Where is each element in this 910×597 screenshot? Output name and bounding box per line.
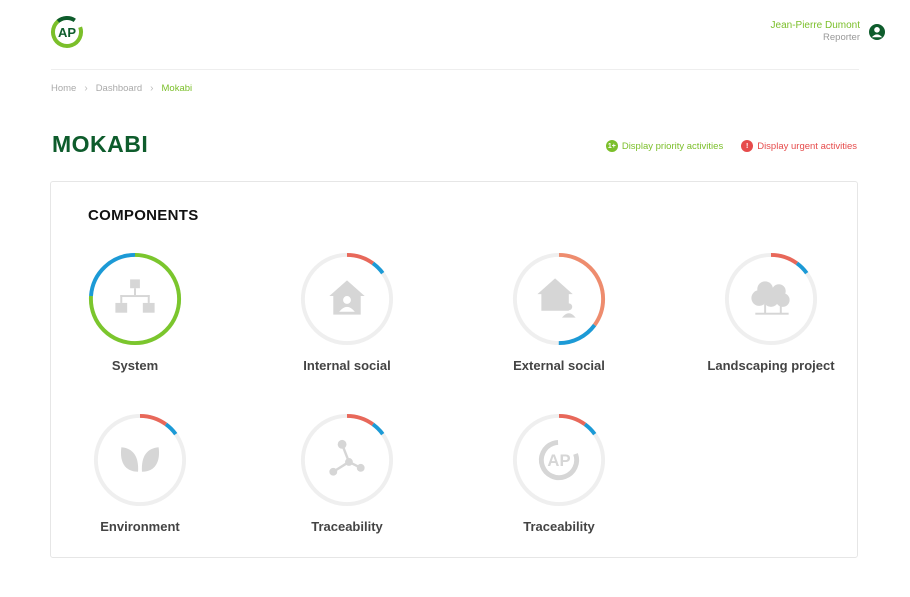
- urgent-filter-button[interactable]: ! Display urgent activities: [741, 140, 857, 152]
- component-system[interactable]: System: [45, 250, 225, 373]
- user-menu[interactable]: Jean-Pierre Dumont Reporter: [771, 20, 886, 44]
- progress-ring: [512, 252, 606, 346]
- component-landscaping-project[interactable]: Landscaping project: [681, 250, 861, 373]
- component-label: External social: [513, 358, 605, 373]
- top-bar: AP Jean-Pierre Dumont Reporter: [0, 0, 910, 70]
- ap-logo-icon: AP: [538, 439, 580, 481]
- breadcrumb-dashboard[interactable]: Dashboard: [95, 83, 143, 94]
- svg-text:AP: AP: [58, 25, 76, 40]
- share-nodes-icon: [329, 439, 365, 476]
- progress-ring: [88, 252, 182, 346]
- hierarchy-icon: [115, 279, 155, 313]
- component-internal-social[interactable]: Internal social: [257, 250, 437, 373]
- chevron-right-icon: ›: [84, 83, 88, 94]
- breadcrumb-current: Mokabi: [161, 83, 193, 94]
- priority-badge-icon: 1+: [605, 140, 618, 152]
- activity-filters: 1+ Display priority activities ! Display…: [605, 140, 857, 152]
- progress-arc: [300, 413, 394, 507]
- page-title: MOKABI: [52, 131, 149, 157]
- progress-arc: [512, 252, 606, 346]
- progress-arc: [512, 252, 606, 346]
- progress-arc: [512, 413, 606, 507]
- component-traceability[interactable]: Traceability: [257, 411, 437, 534]
- priority-filter-label: Display priority activities: [621, 140, 724, 152]
- component-label: Internal social: [303, 358, 391, 373]
- svg-text:AP: AP: [547, 451, 570, 470]
- progress-arc: [300, 252, 394, 346]
- progress-ring: [93, 413, 187, 507]
- progress-ring: [300, 252, 394, 346]
- urgent-filter-label: Display urgent activities: [757, 140, 857, 152]
- urgent-badge-icon: !: [741, 140, 754, 152]
- user-circle-icon[interactable]: [868, 23, 886, 41]
- breadcrumb-home[interactable]: Home: [51, 83, 77, 94]
- ap-logo-icon[interactable]: AP: [50, 15, 84, 49]
- progress-arc: [93, 413, 187, 507]
- breadcrumb: Home › Dashboard › Mokabi: [51, 83, 192, 94]
- house-person-icon: [329, 280, 365, 315]
- priority-filter-button[interactable]: 1+ Display priority activities: [605, 140, 724, 152]
- component-traceability-ap[interactable]: AP Traceability: [469, 411, 649, 534]
- component-label: Environment: [100, 519, 180, 534]
- house-person-icon: [537, 278, 576, 318]
- leaves-icon: [120, 447, 160, 472]
- component-environment[interactable]: Environment: [50, 411, 230, 534]
- component-label: Traceability: [311, 519, 383, 534]
- progress-arc: [724, 252, 818, 346]
- progress-ring: [724, 252, 818, 346]
- component-label: Landscaping project: [707, 358, 835, 373]
- component-label: Traceability: [523, 519, 595, 534]
- user-name: Jean-Pierre Dumont: [770, 20, 860, 31]
- header-divider: [51, 69, 859, 70]
- component-label: System: [111, 358, 159, 373]
- progress-arc: [88, 252, 182, 346]
- components-card: COMPONENTS System Internal social: [50, 181, 858, 558]
- component-external-social[interactable]: External social: [469, 250, 649, 373]
- user-role: Reporter: [823, 32, 860, 43]
- progress-ring: [300, 413, 394, 507]
- components-title: COMPONENTS: [88, 207, 199, 224]
- progress-ring: AP: [512, 413, 606, 507]
- chevron-right-icon: ›: [150, 83, 154, 94]
- trees-icon: [751, 281, 790, 315]
